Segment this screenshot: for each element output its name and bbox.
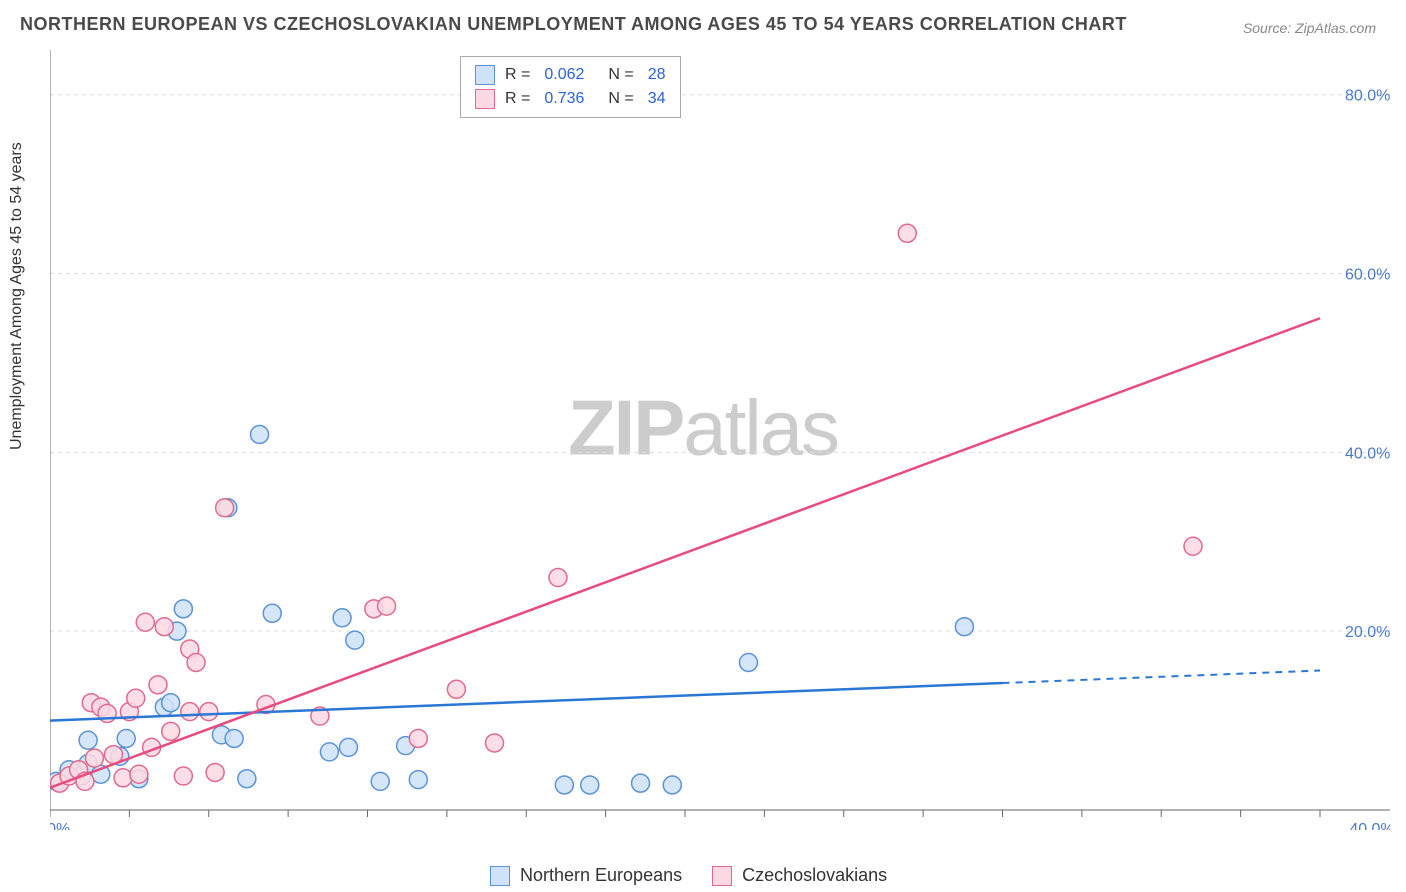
r-label: R = (505, 63, 530, 87)
legend-label: Northern Europeans (520, 865, 682, 886)
stats-row: R = 0.736 N = 34 (475, 87, 666, 111)
r-value: 0.062 (544, 63, 584, 87)
chart-title: NORTHERN EUROPEAN VS CZECHOSLOVAKIAN UNE… (20, 14, 1127, 35)
n-value: 34 (648, 87, 666, 111)
swatch-icon (475, 89, 495, 109)
swatch-icon (475, 65, 495, 85)
swatch-icon (712, 866, 732, 886)
n-label: N = (608, 63, 633, 87)
svg-text:60.0%: 60.0% (1345, 267, 1390, 284)
r-value: 0.736 (544, 87, 584, 111)
r-label: R = (505, 87, 530, 111)
stats-row: R = 0.062 N = 28 (475, 63, 666, 87)
svg-text:40.0%: 40.0% (1345, 445, 1390, 462)
legend-item: Czechoslovakians (712, 865, 887, 886)
legend-item: Northern Europeans (490, 865, 682, 886)
svg-text:80.0%: 80.0% (1345, 88, 1390, 105)
stats-legend: R = 0.062 N = 28 R = 0.736 N = 34 (460, 56, 681, 118)
y-axis-label: Unemployment Among Ages 45 to 54 years (8, 142, 26, 450)
n-value: 28 (648, 63, 666, 87)
n-label: N = (608, 87, 633, 111)
svg-text:0.0%: 0.0% (50, 821, 70, 830)
legend-label: Czechoslovakians (742, 865, 887, 886)
scatter-chart: 20.0% 40.0% 60.0% 80.0% 0.0% 40.0% (50, 50, 1390, 830)
svg-text:20.0%: 20.0% (1345, 624, 1390, 641)
series-legend: Northern Europeans Czechoslovakians (490, 865, 887, 886)
svg-text:40.0%: 40.0% (1349, 821, 1390, 830)
source-label: Source: ZipAtlas.com (1243, 20, 1376, 36)
swatch-icon (490, 866, 510, 886)
